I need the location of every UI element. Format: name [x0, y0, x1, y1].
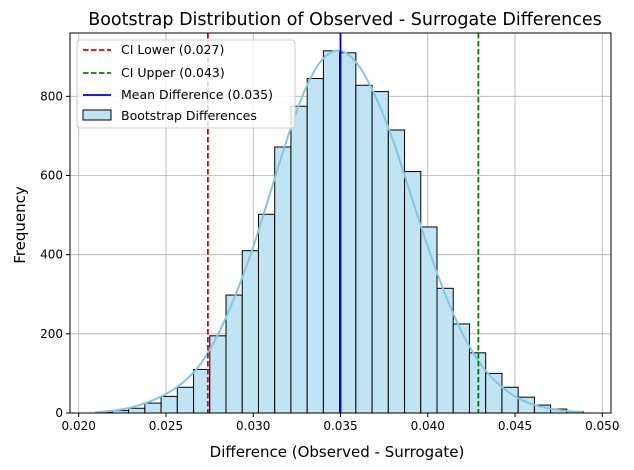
histogram-bar-25 [501, 386, 519, 414]
x-axis-ticks: 0.020 0.025 0.030 0.035 0.040 0.045 0.050 [62, 413, 619, 433]
x-axis-label: Difference (Observed - Surrogate) [210, 443, 465, 461]
legend-box [76, 39, 296, 129]
histogram-bars [95, 50, 584, 414]
histogram-bar-15 [339, 52, 357, 414]
histogram-bar-18 [387, 129, 406, 414]
y-axis-label: Frequency [11, 186, 29, 264]
histogram-bar-2 [128, 407, 146, 414]
y-tick-label-1: 200 [40, 327, 63, 341]
legend-label-histogram: Bootstrap Differences [121, 108, 257, 123]
histogram-bar-12 [290, 105, 308, 414]
legend-label-ci-upper: CI Upper (0.043) [121, 65, 225, 80]
x-tick-label-5: 0.045 [498, 419, 532, 433]
x-tick-label-1: 0.025 [149, 419, 183, 433]
histogram-bar-22 [452, 323, 470, 414]
histogram-bar-16 [355, 84, 373, 414]
y-tick-label-2: 400 [40, 248, 63, 262]
x-tick-label-3: 0.035 [323, 419, 357, 433]
y-axis-ticks: 0 200 400 600 800 [40, 89, 70, 420]
x-tick-label-0: 0.020 [62, 419, 96, 433]
histogram-bar-14 [322, 50, 341, 414]
chart-title: Bootstrap Distribution of Observed - Sur… [88, 10, 602, 30]
y-tick-label-3: 600 [40, 169, 63, 183]
legend: CI Lower (0.027) CI Upper (0.043) Mean D… [76, 39, 296, 129]
histogram-bar-19 [404, 171, 422, 414]
histogram-bar-20 [420, 226, 438, 414]
histogram-bar-13 [306, 78, 324, 414]
histogram-bar-9 [241, 250, 259, 414]
y-tick-label-4: 800 [40, 89, 63, 103]
histogram-bar-4 [160, 395, 178, 414]
legend-label-mean: Mean Difference (0.035) [121, 87, 273, 102]
histogram-bar-17 [371, 91, 389, 414]
reference-lines [206, 33, 480, 413]
histogram-bar-5 [176, 386, 195, 414]
legend-swatch-histogram [82, 109, 112, 121]
x-tick-label-4: 0.040 [411, 419, 445, 433]
x-tick-label-6: 0.050 [585, 419, 619, 433]
legend-label-ci-lower: CI Lower (0.027) [121, 42, 224, 57]
y-tick-label-0: 0 [55, 406, 63, 420]
histogram-bar-10 [257, 213, 276, 414]
histogram-bar-3 [144, 402, 162, 414]
histogram-bar-11 [274, 146, 292, 414]
x-tick-label-2: 0.030 [236, 419, 270, 433]
